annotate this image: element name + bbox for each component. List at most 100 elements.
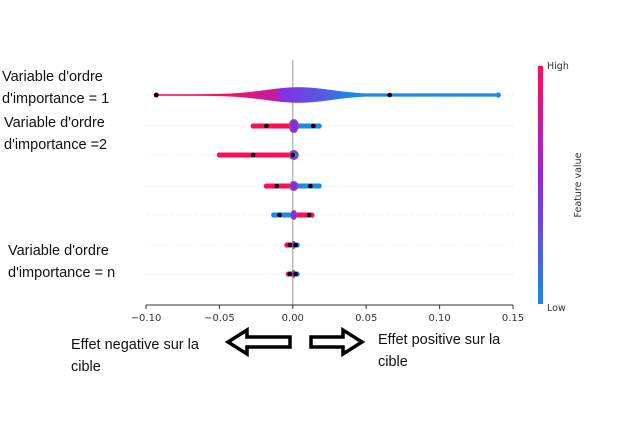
- swarm-segment: [394, 93, 398, 97]
- swarm-segment: [343, 91, 346, 99]
- swarm-segment: [481, 93, 485, 97]
- swarm-segment: [440, 93, 443, 97]
- swarm-segment: [348, 92, 352, 98]
- swarm-segment: [455, 93, 458, 97]
- swarm-segment: [293, 87, 297, 103]
- swarm-segment: [306, 87, 310, 103]
- swarm-segment: [192, 94, 196, 96]
- swarm-segment: [441, 93, 445, 97]
- swarm-segment: [335, 90, 339, 100]
- swarm-segment: [297, 87, 301, 103]
- colorbar-low-label: Low: [547, 303, 566, 314]
- positive-effect-line2: cible: [378, 354, 408, 370]
- swarm-segment: [478, 93, 481, 97]
- swarm-segment: [289, 87, 293, 103]
- swarm-segment: [278, 88, 282, 102]
- row-label-n: Variable d'ordre d'importance = n: [8, 240, 115, 284]
- swarm-max-point: [316, 123, 322, 129]
- swarm-segment: [196, 94, 200, 96]
- feature-row-6: [146, 241, 513, 249]
- colorbar-high-label: High: [547, 61, 569, 72]
- swarm-segment: [248, 92, 251, 98]
- swarm-segment: [318, 88, 321, 102]
- swarm-segment: [345, 91, 348, 99]
- swarm-segment: [213, 94, 217, 96]
- swarm-segment: [383, 93, 386, 97]
- swarm-segment: [377, 93, 380, 97]
- swarm-segment: [457, 93, 460, 97]
- swarm-center-core: [291, 210, 297, 220]
- swarm-segment: [362, 93, 365, 97]
- swarm-segment: [322, 89, 325, 101]
- swarm-segment: [274, 88, 278, 102]
- negative-effect-label: Effet negative sur la cible: [71, 334, 199, 378]
- swarm-segment: [173, 94, 177, 96]
- mean-marker-high: [250, 152, 256, 158]
- swarm-segment: [227, 93, 230, 97]
- mean-marker-high: [287, 242, 293, 248]
- swarm-segment: [466, 93, 470, 97]
- swarm-segment: [189, 94, 192, 96]
- row-label-2-line1: Variable d'ordre: [4, 115, 105, 131]
- swarm-segment: [324, 89, 327, 101]
- swarm-segment: [424, 93, 428, 97]
- swarm-segment: [314, 88, 318, 102]
- mean-marker-low: [290, 152, 296, 158]
- effect-arrows: [224, 326, 366, 358]
- swarm-segment: [267, 89, 270, 101]
- swarm-segment: [179, 94, 183, 96]
- swarm-segment: [422, 93, 426, 97]
- swarm-segment: [476, 93, 479, 97]
- swarm-segment: [164, 94, 168, 96]
- mean-marker-low: [308, 183, 313, 189]
- mean-marker-low: [293, 271, 299, 277]
- swarm-segment: [310, 87, 314, 103]
- swarm-segment: [276, 88, 280, 102]
- swarm-segment: [268, 89, 272, 101]
- swarm-segment: [238, 92, 242, 98]
- row-label-n-line1: Variable d'ordre: [8, 243, 109, 259]
- swarm-segment: [407, 93, 411, 97]
- swarm-segment: [392, 93, 396, 97]
- swarm-segment: [428, 93, 432, 97]
- swarm-segment: [430, 93, 434, 97]
- swarm-center-core: [290, 120, 298, 132]
- swarm-segment: [403, 93, 407, 97]
- swarm-segment: [329, 90, 333, 100]
- row-label-2: Variable d'ordre d'importance =2: [4, 112, 107, 156]
- swarm-segment: [474, 93, 477, 97]
- swarm-segment: [434, 93, 437, 97]
- swarm-segment: [436, 93, 439, 97]
- swarm-segment: [402, 93, 405, 97]
- swarm-segment: [379, 93, 382, 97]
- swarm-segment: [483, 93, 487, 97]
- swarm-segment: [177, 94, 181, 96]
- swarm-segment: [166, 94, 169, 96]
- swarm-segment: [411, 93, 415, 97]
- swarm-segment: [210, 94, 213, 96]
- swarm-segment: [381, 93, 384, 97]
- swarm-segment: [470, 93, 474, 97]
- swarm-segment: [263, 90, 266, 100]
- swarm-segment: [320, 88, 323, 102]
- swarm-negative-tail: [219, 152, 293, 158]
- swarm-segment: [352, 92, 356, 98]
- swarm-segment: [356, 92, 360, 98]
- swarm-segment: [371, 93, 375, 97]
- swarm-segment: [257, 90, 261, 100]
- swarm-segment: [331, 90, 335, 100]
- swarm-segment: [175, 94, 179, 96]
- swarm-segment: [251, 91, 255, 99]
- negative-effect-line2: cible: [71, 359, 101, 375]
- swarm-segment: [215, 93, 219, 97]
- swarm-segment: [249, 91, 253, 99]
- x-axis: −0.10 −0.05 0.00 0.05 0.10 0.15: [131, 304, 524, 324]
- swarm-segment: [172, 94, 175, 96]
- swarm-segment: [240, 92, 244, 98]
- swarm-segment: [325, 89, 329, 101]
- swarm-segment: [493, 93, 496, 97]
- right-arrow-icon: [309, 326, 366, 358]
- swarm-segment: [282, 87, 285, 103]
- swarm-segment: [221, 93, 225, 97]
- swarm-segment: [225, 93, 228, 97]
